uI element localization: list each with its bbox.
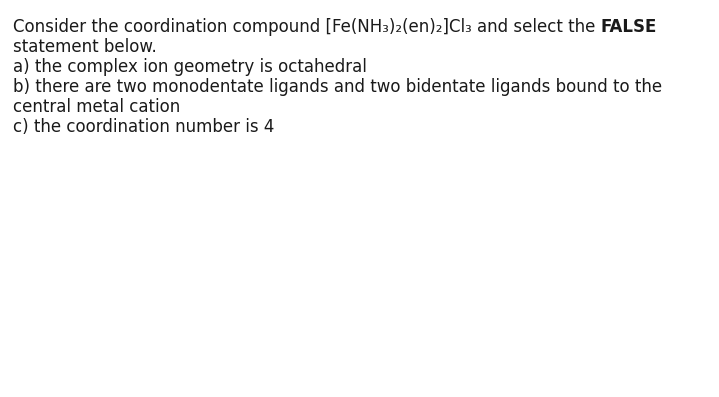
Text: b) there are two monodentate ligands and two bidentate ligands bound to the: b) there are two monodentate ligands and… xyxy=(13,78,662,96)
Text: FALSE: FALSE xyxy=(600,18,657,36)
Text: Consider the coordination compound [Fe(NH₃)₂(en)₂]Cl₃ and select the: Consider the coordination compound [Fe(N… xyxy=(13,18,600,36)
Text: central metal cation: central metal cation xyxy=(13,98,180,116)
Text: a) the complex ion geometry is octahedral: a) the complex ion geometry is octahedra… xyxy=(13,58,367,76)
Text: c) the coordination number is 4: c) the coordination number is 4 xyxy=(13,118,275,136)
Text: statement below.: statement below. xyxy=(13,38,157,56)
